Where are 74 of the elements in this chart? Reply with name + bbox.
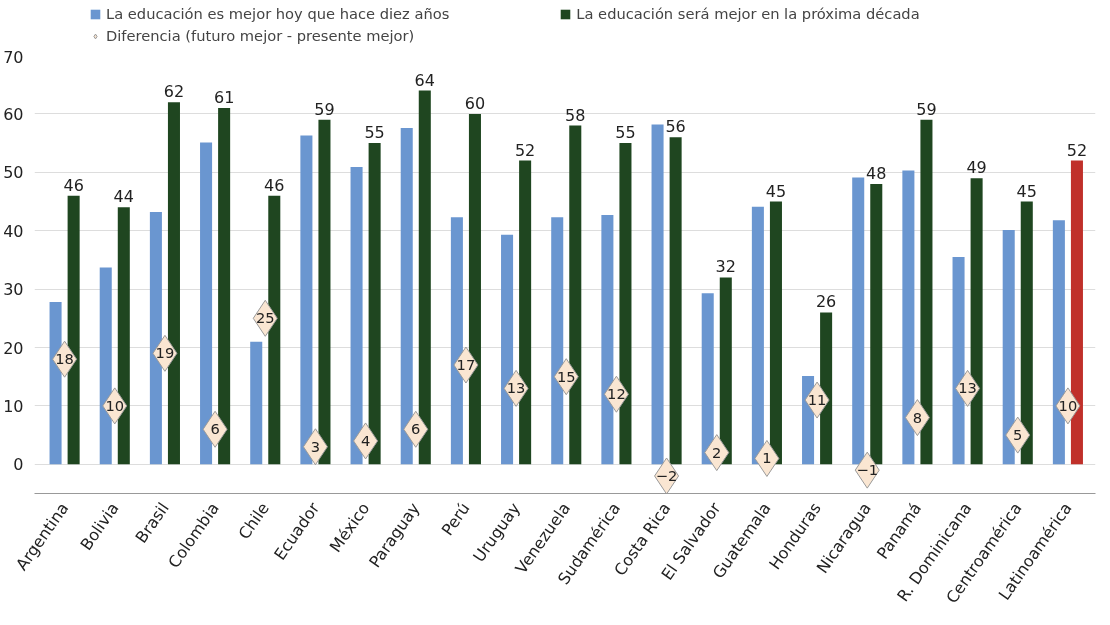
data-label: 15 — [556, 367, 576, 385]
data-label: 19 — [155, 344, 175, 362]
bar — [669, 137, 682, 465]
data-label: 58 — [565, 105, 586, 125]
bar — [250, 341, 263, 465]
bar — [200, 142, 213, 465]
y-tick-label: 50 — [3, 163, 24, 183]
data-label: −1 — [856, 461, 879, 479]
legend-label: Diferencia (futuro mejor - presente mejor) — [106, 27, 415, 44]
data-label: 45 — [765, 181, 787, 201]
bar — [701, 293, 714, 465]
data-label: 12 — [607, 385, 626, 403]
bar — [852, 177, 865, 465]
data-label: 44 — [113, 187, 134, 207]
data-label: 32 — [715, 257, 736, 277]
data-label: 8 — [912, 408, 923, 426]
bar — [300, 135, 313, 465]
data-label: 55 — [364, 123, 385, 143]
legend-label: La educación es mejor hoy que hace diez años — [106, 5, 450, 22]
data-label: 25 — [255, 309, 275, 327]
data-label: 56 — [665, 117, 686, 137]
data-label: 64 — [414, 70, 435, 90]
data-label: 59 — [314, 99, 335, 119]
data-label: 13 — [958, 379, 977, 397]
data-label: 11 — [807, 391, 827, 409]
data-label: 6 — [210, 420, 220, 438]
bar — [651, 124, 664, 465]
data-label: 61 — [213, 88, 235, 108]
data-label: 2 — [712, 443, 722, 461]
data-label: 5 — [1013, 426, 1023, 444]
data-label: 46 — [264, 175, 285, 195]
data-label: 48 — [866, 163, 887, 183]
bar — [218, 108, 231, 465]
data-label: 1 — [762, 449, 772, 467]
data-label: 3 — [310, 437, 321, 455]
data-label: 60 — [464, 93, 486, 113]
y-tick-label: 0 — [13, 455, 24, 475]
data-label: 55 — [615, 123, 636, 143]
data-label: 10 — [105, 396, 125, 414]
data-label: 6 — [411, 420, 421, 438]
bar — [751, 206, 764, 465]
y-tick-label: 10 — [3, 396, 24, 416]
data-label: 17 — [456, 356, 476, 374]
data-label: −2 — [655, 466, 678, 484]
data-label: 52 — [514, 140, 536, 160]
data-label: 59 — [916, 99, 937, 119]
bar — [418, 90, 431, 465]
y-tick-label: 40 — [3, 221, 24, 241]
y-tick-label: 20 — [3, 338, 24, 358]
data-label: 45 — [1016, 181, 1037, 201]
bar — [719, 277, 732, 465]
bar — [902, 170, 915, 465]
data-label: 4 — [360, 431, 371, 449]
y-tick-label: 60 — [3, 104, 24, 124]
bar — [368, 143, 381, 465]
bar — [1020, 201, 1033, 465]
data-label: 46 — [63, 175, 84, 195]
legend-label: La educación será mejor en la próxima década — [576, 5, 920, 22]
bar — [769, 201, 782, 465]
bar — [318, 119, 331, 465]
bar — [400, 127, 413, 465]
data-label: 10 — [1058, 396, 1078, 414]
y-tick-label: 70 — [3, 47, 24, 67]
data-label: 26 — [815, 292, 837, 312]
data-label: 18 — [55, 350, 74, 368]
bar — [1002, 230, 1015, 465]
data-label: 52 — [1066, 140, 1088, 160]
data-label: 13 — [506, 379, 526, 397]
bar — [920, 119, 933, 465]
y-tick-label: 30 — [3, 280, 24, 300]
bar — [350, 167, 363, 465]
bar — [870, 183, 883, 465]
data-label: 49 — [966, 158, 987, 178]
data-label: 62 — [163, 82, 185, 102]
